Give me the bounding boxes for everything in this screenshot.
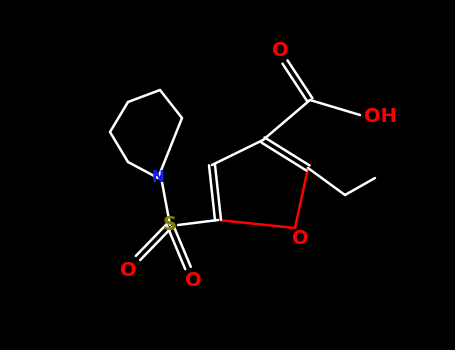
Text: O: O [185, 272, 201, 290]
Text: S: S [163, 216, 177, 234]
Text: OH: OH [364, 107, 396, 126]
Text: O: O [120, 260, 136, 280]
Text: O: O [292, 229, 308, 247]
Text: O: O [272, 41, 288, 60]
Text: N: N [152, 170, 164, 186]
